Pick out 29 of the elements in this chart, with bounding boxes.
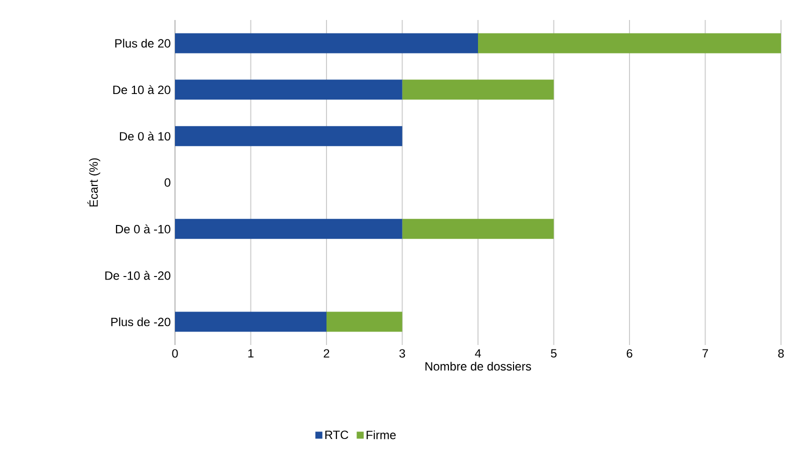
x-tick-label: 3	[399, 349, 406, 358]
x-tick-label: 0	[172, 349, 178, 358]
y-tick-label: De 10 à 20	[113, 85, 170, 94]
bar	[175, 126, 402, 146]
bar	[478, 33, 781, 54]
x-tick-label: 7	[702, 349, 708, 358]
bar	[175, 218, 402, 239]
y-tick-label: 0	[164, 178, 170, 187]
x-tick-label: 2	[324, 349, 330, 358]
x-tick-label: 5	[550, 349, 557, 358]
legend-label: Firme	[366, 430, 396, 440]
x-tick-label: 4	[474, 349, 481, 358]
y-tick-label: De 0 à 10	[120, 132, 170, 141]
bar	[402, 218, 554, 239]
bar	[175, 312, 326, 332]
x-tick-label: 6	[626, 349, 632, 358]
bar	[175, 80, 402, 100]
bar	[175, 33, 478, 54]
y-tick-label: De 0 à -10	[116, 224, 170, 234]
x-tick-label: 8	[778, 349, 784, 358]
y-axis-title: Écart (%)	[87, 158, 100, 206]
bar	[402, 80, 554, 100]
legend-label: RTC	[325, 430, 348, 440]
bar	[326, 312, 402, 332]
y-tick-label: De -10 à -20	[105, 270, 170, 280]
x-tick-label: 1	[248, 349, 254, 358]
x-axis-title: Nombre de dossiers	[425, 362, 532, 371]
y-tick-label: Plus de -20	[111, 317, 170, 326]
y-tick-label: Plus de 20	[115, 38, 170, 48]
